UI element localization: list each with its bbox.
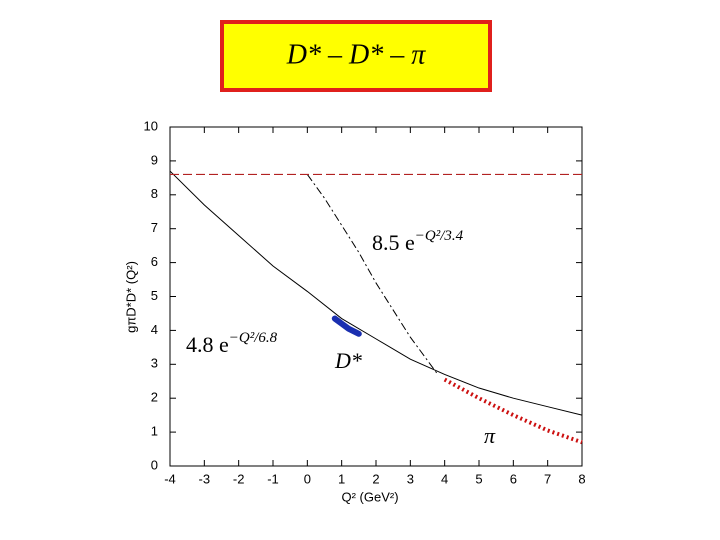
y-tick-label: 4 (151, 322, 158, 337)
y-tick-label: 1 (151, 424, 158, 439)
x-tick-label: 0 (304, 471, 311, 486)
series-line (306, 174, 439, 375)
y-tick-label: 5 (151, 288, 158, 303)
title: D* – D* – π (286, 39, 426, 70)
annotation-base: 8.5 e (372, 230, 415, 255)
plot-frame (169, 126, 583, 467)
annotation-base: D* (334, 348, 362, 373)
annotation: D* (334, 348, 362, 373)
y-tick-label: 3 (151, 356, 158, 371)
x-tick-label: -1 (267, 471, 279, 486)
x-tick-label: 1 (338, 471, 345, 486)
x-tick-label: 8 (578, 471, 585, 486)
y-tick-label: 8 (151, 186, 158, 201)
annotation-exponent: −Q²/3.4 (415, 228, 464, 244)
annotation-exponent: −Q²/6.8 (229, 330, 278, 346)
series-line (169, 170, 583, 416)
y-tick-label: 10 (144, 118, 158, 133)
annotation-base: π (484, 423, 496, 448)
series-line (331, 315, 362, 337)
series-line (443, 377, 583, 445)
x-tick-label: -3 (199, 471, 211, 486)
x-tick-label: 3 (407, 471, 414, 486)
title-box (220, 20, 492, 92)
x-tick-label: -2 (233, 471, 245, 486)
y-tick-label: 9 (151, 152, 158, 167)
y-tick-label: 7 (151, 220, 158, 235)
annotation: π (484, 423, 496, 448)
x-tick-label: 6 (510, 471, 517, 486)
y-axis-label: gπD*D* (Q²) (123, 261, 138, 333)
x-tick-label: 7 (544, 471, 551, 486)
y-tick-label: 6 (151, 254, 158, 269)
y-tick-label: 0 (151, 457, 158, 472)
annotation: 8.5 e−Q²/3.4 (372, 228, 464, 255)
x-tick-label: 4 (441, 471, 448, 486)
x-tick-label: -4 (164, 471, 176, 486)
x-tick-label: 5 (475, 471, 482, 486)
y-tick-label: 2 (151, 390, 158, 405)
annotation-base: 4.8 e (186, 332, 229, 357)
annotation: 4.8 e−Q²/6.8 (186, 330, 278, 357)
x-axis-label: Q² (GeV²) (341, 489, 398, 504)
x-tick-label: 2 (372, 471, 379, 486)
